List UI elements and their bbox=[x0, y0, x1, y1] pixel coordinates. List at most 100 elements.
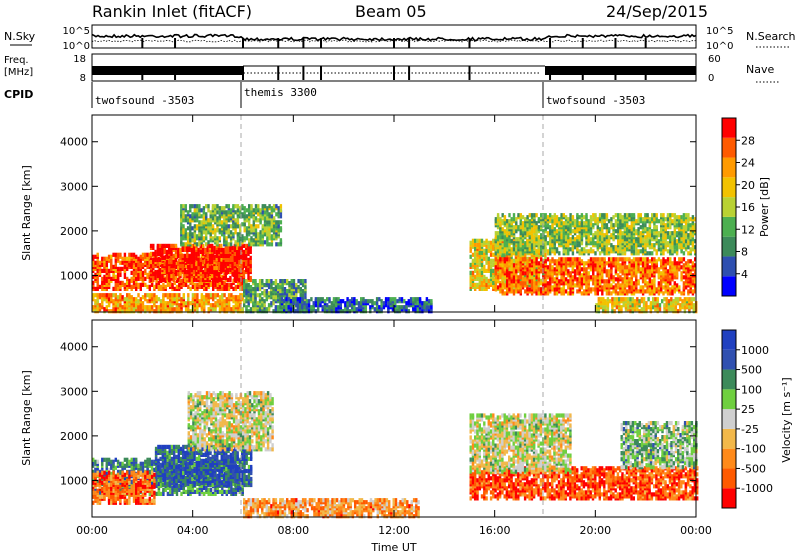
power-cell-2722 bbox=[421, 301, 423, 305]
power-cell-1860 bbox=[225, 236, 227, 240]
power-cell-1019 bbox=[209, 256, 211, 260]
power-cell-4775 bbox=[579, 235, 581, 239]
power-cell-1038 bbox=[213, 274, 215, 278]
cpid-label: CPID bbox=[4, 88, 33, 101]
power-cell-4622 bbox=[551, 243, 553, 247]
power-cell-127 bbox=[117, 275, 119, 279]
power-cell-3795 bbox=[597, 265, 599, 269]
power-cell-1415 bbox=[165, 293, 167, 297]
power-cell-4129 bbox=[662, 285, 664, 289]
power-cell-2463 bbox=[290, 307, 292, 311]
power-cell-4292 bbox=[495, 243, 497, 247]
power-cell-4682 bbox=[563, 249, 565, 253]
power-cell-3433 bbox=[526, 267, 528, 271]
power-cell-3297 bbox=[499, 283, 501, 287]
power-cell-24 bbox=[97, 283, 99, 287]
power-cell-1580 bbox=[228, 293, 230, 297]
power-cell-2829 bbox=[481, 267, 483, 271]
power-cell-1075 bbox=[220, 244, 222, 248]
power-cell-798 bbox=[166, 274, 168, 278]
power-cell-1463 bbox=[180, 297, 182, 301]
power-cell-2191 bbox=[250, 307, 252, 311]
power-cell-1949 bbox=[241, 212, 243, 216]
power-cell-2029 bbox=[257, 218, 259, 222]
power-cell-3910 bbox=[619, 257, 621, 261]
power-cell-3444 bbox=[529, 257, 531, 261]
power-cell-3493 bbox=[540, 287, 542, 291]
power-cell-1388 bbox=[155, 305, 157, 309]
power-cell-2243 bbox=[259, 279, 261, 283]
power-cell-3336 bbox=[506, 271, 508, 275]
power-cell-257 bbox=[144, 269, 146, 273]
power-cell-4919 bbox=[603, 241, 605, 245]
power-cell-3847 bbox=[608, 283, 610, 287]
power-cell-2106 bbox=[271, 224, 273, 228]
power-cell-1124 bbox=[231, 258, 233, 262]
power-cell-2590 bbox=[351, 297, 353, 301]
power-cell-3869 bbox=[612, 285, 614, 289]
freq-right-tick-bottom: 0 bbox=[708, 73, 714, 84]
power-cell-4275 bbox=[692, 267, 694, 271]
power-cell-2856 bbox=[483, 241, 485, 245]
power-cell-931 bbox=[191, 252, 193, 256]
power-cell-3633 bbox=[565, 261, 567, 265]
power-cell-4667 bbox=[558, 217, 560, 221]
power-cell-1180 bbox=[243, 274, 245, 278]
power-cell-4188 bbox=[671, 261, 673, 265]
power-cell-2583 bbox=[349, 309, 351, 313]
power-cell-1338 bbox=[133, 297, 135, 301]
power-cell-2367 bbox=[288, 293, 290, 297]
power-cell-1953 bbox=[244, 236, 246, 240]
power-cell-90 bbox=[108, 255, 110, 259]
power-cell-2003 bbox=[253, 222, 255, 226]
power-cell-2775 bbox=[474, 275, 476, 279]
power-cell-1039 bbox=[213, 270, 215, 274]
power-cell-4108 bbox=[658, 281, 660, 285]
power-cell-4635 bbox=[554, 241, 556, 245]
power-cell-1271 bbox=[110, 297, 112, 301]
power-cell-1071 bbox=[220, 262, 222, 266]
power-cell-2563 bbox=[337, 297, 339, 301]
power-cell-1666 bbox=[187, 210, 189, 214]
power-cell-1422 bbox=[167, 293, 169, 297]
power-cell-1963 bbox=[246, 232, 248, 236]
power-cell-1325 bbox=[128, 293, 130, 297]
power-cell-4048 bbox=[646, 275, 648, 279]
power-cell-161 bbox=[124, 257, 126, 261]
power-cell-4140 bbox=[665, 287, 667, 291]
power-cell-3683 bbox=[576, 277, 578, 281]
power-cell-2914 bbox=[492, 239, 494, 243]
power-cell-1981 bbox=[248, 212, 250, 216]
power-cell-1573 bbox=[226, 297, 228, 301]
power-cell-1220 bbox=[250, 250, 252, 254]
power-cell-796 bbox=[164, 244, 166, 248]
power-cell-2536 bbox=[326, 303, 328, 307]
power-cell-3733 bbox=[585, 271, 587, 275]
power-cell-2423 bbox=[300, 279, 302, 283]
power-cell-3382 bbox=[515, 265, 517, 269]
power-cell-2575 bbox=[344, 301, 346, 305]
power-cell-4346 bbox=[504, 239, 506, 243]
power-cell-4064 bbox=[649, 269, 651, 273]
power-cell-1709 bbox=[196, 224, 198, 228]
power-cell-1426 bbox=[169, 303, 171, 307]
power-cell-228 bbox=[137, 263, 139, 267]
power-cell-1596 bbox=[235, 295, 237, 299]
power-cell-2229 bbox=[257, 287, 259, 291]
power-cell-4391 bbox=[511, 217, 513, 221]
power-cell-2806 bbox=[479, 285, 481, 289]
power-cell-3295 bbox=[499, 289, 501, 293]
power-cell-3922 bbox=[622, 257, 624, 261]
power-cell-2211 bbox=[252, 279, 254, 283]
power-cell-4557 bbox=[540, 241, 542, 245]
power-cell-2624 bbox=[369, 305, 371, 309]
power-cell-3285 bbox=[495, 257, 497, 261]
power-cell-2088 bbox=[268, 234, 270, 238]
power-cell-4891 bbox=[599, 235, 601, 239]
power-cell-4087 bbox=[653, 277, 655, 281]
power-cell-21 bbox=[94, 255, 96, 259]
power-cell-1875 bbox=[228, 228, 230, 232]
power-cell-139 bbox=[119, 273, 121, 277]
power-cell-2907 bbox=[492, 263, 494, 267]
power-cell-3313 bbox=[502, 267, 504, 271]
